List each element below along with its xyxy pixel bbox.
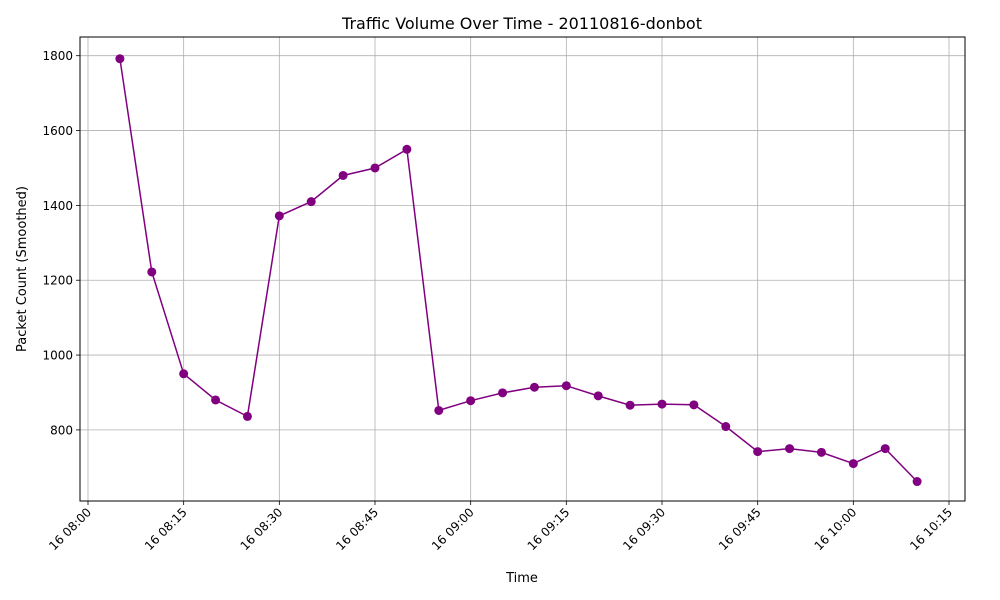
data-point — [306, 197, 316, 207]
y-tick-label: 1000 — [42, 349, 73, 363]
data-point — [147, 267, 157, 277]
x-tick-label: 16 08:15 — [142, 505, 190, 553]
data-point — [434, 405, 444, 415]
data-point — [370, 163, 380, 173]
data-point — [816, 447, 826, 457]
data-point — [753, 447, 763, 457]
data-point — [721, 422, 731, 432]
y-tick-label: 800 — [50, 423, 73, 437]
data-point — [657, 399, 667, 409]
x-axis-label: Time — [505, 571, 538, 586]
data-point — [466, 396, 476, 406]
data-point — [274, 211, 284, 221]
x-tick-label: 16 10:15 — [907, 505, 955, 553]
grid — [80, 37, 965, 501]
data-point — [880, 444, 890, 454]
data-point — [593, 391, 603, 401]
series-line — [119, 58, 918, 483]
data-point — [529, 382, 539, 392]
data-points — [115, 54, 922, 487]
x-tick-label: 16 08:00 — [46, 505, 94, 553]
data-point — [912, 477, 922, 487]
x-tick-label: 16 09:45 — [716, 505, 764, 553]
data-point — [179, 369, 189, 379]
data-point — [625, 400, 635, 410]
data-point — [402, 144, 412, 154]
data-point — [242, 411, 252, 421]
data-point — [211, 395, 221, 405]
data-point — [848, 459, 858, 469]
y-tick-label: 1600 — [42, 124, 73, 138]
x-tick-label: 16 09:00 — [429, 505, 477, 553]
y-axis: 800 1000 1200 1400 1600 1800 — [42, 49, 80, 437]
plot-frame — [79, 36, 966, 502]
chart-title: Traffic Volume Over Time - 20110816-donb… — [341, 14, 702, 33]
data-point — [498, 388, 508, 398]
data-point — [561, 381, 571, 391]
x-axis: 16 08:00 16 08:15 16 08:30 16 08:45 16 09:00… — [46, 501, 955, 553]
y-tick-label: 1200 — [42, 274, 73, 288]
x-tick-label: 16 09:15 — [525, 505, 573, 553]
x-tick-label: 16 08:30 — [238, 505, 286, 553]
data-point — [785, 444, 795, 454]
x-tick-label: 16 10:00 — [812, 505, 860, 553]
x-tick-label: 16 09:30 — [620, 505, 668, 553]
y-tick-label: 1800 — [42, 49, 73, 63]
data-point — [115, 54, 125, 64]
data-point — [338, 170, 348, 180]
x-tick-label: 16 08:45 — [333, 505, 381, 553]
y-axis-label: Packet Count (Smoothed) — [15, 186, 30, 352]
y-tick-label: 1400 — [42, 199, 73, 213]
data-point — [689, 400, 699, 410]
